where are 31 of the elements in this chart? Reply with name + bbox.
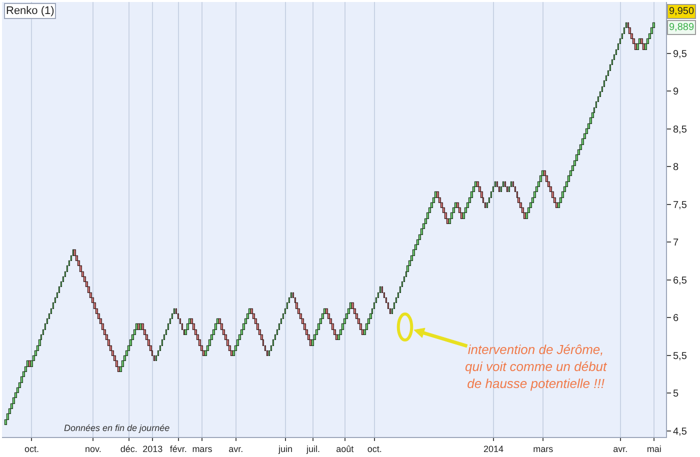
x-tick-label: avr.	[228, 444, 244, 454]
annotation: intervention de Jérôme, qui voit comme un début de hausse potentielle !!!	[465, 342, 608, 391]
x-tick-label: août	[336, 444, 354, 454]
x-tick-label: mai	[646, 444, 662, 454]
x-tick-label: févr.	[170, 444, 187, 454]
y-tick-label: 4,5	[673, 426, 688, 438]
chart-title: Renko (1)	[6, 5, 54, 17]
x-tick-label: avr.	[613, 444, 628, 454]
text: 9,950	[669, 6, 694, 17]
x-tick-label: 2014	[484, 444, 504, 454]
x-tick-label: oct.	[367, 444, 382, 454]
x-tick-label: juil.	[305, 444, 320, 454]
x-tick-label: juin	[277, 444, 292, 454]
annotation: Données en fin de journée	[64, 423, 170, 433]
x-tick-label: nov.	[85, 444, 102, 454]
x-tick-label: déc.	[120, 444, 138, 454]
y-tick-label: 9,5	[673, 48, 688, 60]
y-tick-label: 6	[673, 313, 679, 324]
y-tick-label: 5,5	[673, 350, 688, 362]
x-tick-label: 2013	[142, 444, 163, 454]
y-tick-label: 8	[673, 162, 679, 174]
y-tick-label: 6,5	[673, 275, 688, 286]
y-tick-label: 8,5	[673, 124, 688, 136]
text: 9,889	[669, 22, 694, 33]
x-tick-label: oct.	[24, 444, 39, 454]
y-tick-label: 7,5	[673, 200, 688, 211]
x-tick-label: mars	[533, 444, 554, 454]
y-tick-label: 9	[673, 86, 679, 98]
y-tick-label: 5	[673, 388, 679, 400]
y-tick-label: 7	[673, 238, 679, 249]
x-tick-label: mars	[192, 444, 213, 454]
